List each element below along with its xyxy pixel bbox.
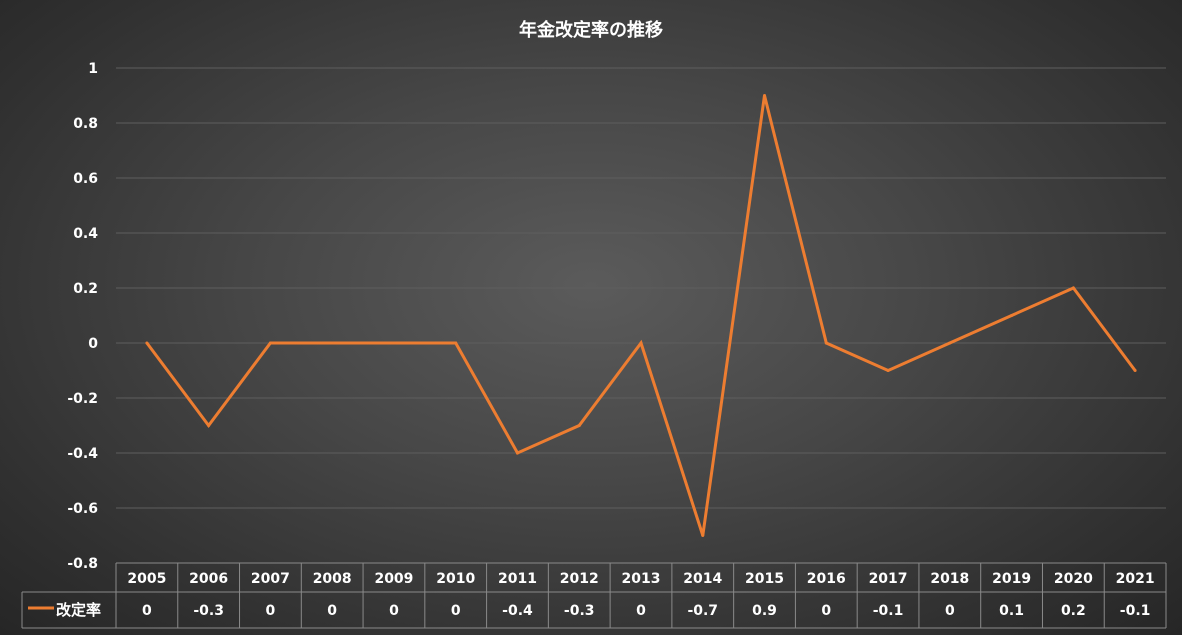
data-table-value: 0 [389, 603, 399, 619]
data-table-value: 0.1 [999, 603, 1024, 619]
x-category-label: 2008 [313, 571, 352, 587]
data-table-value: 0.9 [752, 603, 777, 619]
data-point [763, 94, 767, 97]
data-point [639, 341, 643, 345]
y-tick-label: 0.6 [73, 171, 98, 187]
data-table-value: 0 [327, 603, 337, 619]
data-point [392, 341, 396, 345]
x-category-label: 2009 [374, 571, 413, 587]
x-category-label: 2011 [498, 571, 537, 587]
data-table-value: -0.4 [502, 603, 533, 619]
y-tick-label: 0.2 [73, 281, 98, 297]
data-table-value: -0.3 [193, 603, 224, 619]
data-point [207, 424, 211, 427]
data-point [948, 341, 952, 345]
series-layer [145, 94, 1137, 537]
x-category-label: 2007 [251, 571, 290, 587]
y-tick-label: -0.6 [67, 501, 98, 517]
x-category-label: 2014 [683, 571, 722, 587]
data-point [886, 369, 890, 372]
x-category-label: 2017 [869, 571, 908, 587]
x-category-label: 2010 [436, 571, 475, 587]
data-table-value: 0 [451, 603, 461, 619]
data-point [515, 451, 519, 455]
x-category-label: 2005 [127, 571, 166, 587]
data-table-value: -0.3 [564, 603, 595, 619]
data-table-value: 0 [945, 603, 955, 619]
y-axis-tick-labels: 1 0.8 0.6 0.4 0.2 0 -0.2 -0.4 -0.6 -0.8 [67, 61, 98, 572]
data-table-value: 0.2 [1061, 603, 1086, 619]
data-point [1071, 286, 1075, 290]
data-point [268, 341, 272, 345]
data-point [824, 341, 828, 345]
data-table-value: 0 [266, 603, 276, 619]
y-tick-label: -0.4 [67, 446, 98, 462]
chart-title: 年金改定率の推移 [519, 19, 663, 41]
gridlines [116, 67, 1166, 509]
y-tick-label: 1 [88, 61, 98, 77]
data-table: 2005 2006 2007 2008 2009 2010 2011 2012 2013 2014… [21, 562, 1167, 629]
x-category-label: 2016 [807, 571, 846, 587]
data-point [1010, 314, 1014, 317]
data-point [330, 341, 334, 345]
data-point [145, 341, 149, 345]
x-category-label: 2012 [560, 571, 599, 587]
data-point [1133, 369, 1137, 372]
y-tick-label: 0.4 [73, 226, 98, 242]
x-category-label: 2013 [622, 571, 661, 587]
data-point [701, 534, 705, 537]
data-table-value: -0.1 [873, 603, 904, 619]
y-tick-label: 0 [88, 336, 98, 352]
data-point [577, 424, 581, 427]
x-category-label: 2019 [992, 571, 1031, 587]
y-tick-label: -0.2 [67, 391, 98, 407]
data-point [454, 341, 458, 345]
data-table-value: 0 [142, 603, 152, 619]
series-line-kaiteiritsu [145, 95, 1137, 536]
data-table-value: -0.7 [687, 603, 718, 619]
x-category-label: 2021 [1116, 571, 1155, 587]
x-category-label: 2006 [189, 571, 228, 587]
x-category-label: 2015 [745, 571, 784, 587]
y-tick-label: -0.8 [67, 556, 98, 572]
data-table-value: 0 [636, 603, 646, 619]
x-category-label: 2020 [1054, 571, 1093, 587]
x-category-label: 2018 [930, 571, 969, 587]
data-table-value: 0 [821, 603, 831, 619]
data-table-value: -0.1 [1120, 603, 1151, 619]
legend-series-label: 改定率 [56, 601, 101, 619]
y-tick-label: 0.8 [73, 116, 98, 132]
